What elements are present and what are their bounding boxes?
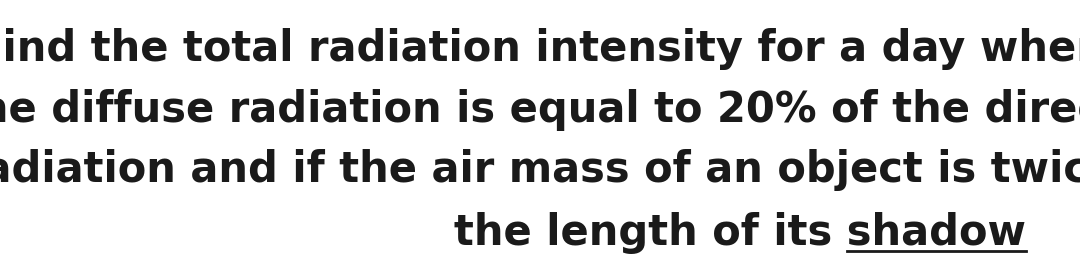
Text: radiation and if the air mass of an object is twice: radiation and if the air mass of an obje…: [0, 149, 1080, 191]
Text: the length of its shadow: the length of its shadow: [454, 212, 1026, 254]
Text: Find the total radiation intensity for a day when: Find the total radiation intensity for a…: [0, 28, 1080, 70]
Text: the diffuse radiation is equal to 20% of the direct: the diffuse radiation is equal to 20% of…: [0, 89, 1080, 131]
